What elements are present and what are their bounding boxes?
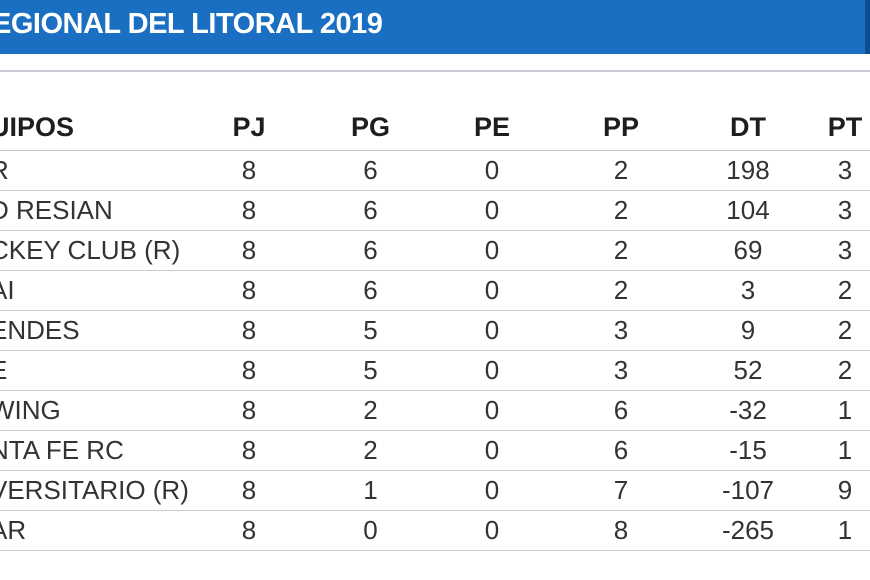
page-title: EGIONAL DEL LITORAL 2019	[0, 8, 383, 40]
points-cell: 1	[790, 430, 870, 471]
played-cell: 8	[205, 510, 293, 551]
lost-cell: 3	[536, 310, 706, 351]
played-cell: 8	[205, 350, 293, 391]
points-cell: 1	[790, 510, 870, 551]
point-difference-cell: -32	[706, 390, 790, 431]
played-cell: 8	[205, 390, 293, 431]
lost-cell: 2	[536, 230, 706, 271]
played-cell: 8	[205, 470, 293, 511]
table-row: D RESIAN 8 6 0 2 104 3	[0, 190, 870, 231]
point-difference-cell: -265	[706, 510, 790, 551]
header-pp: PP	[536, 104, 706, 151]
played-cell: 8	[205, 270, 293, 311]
table-row: E8503522	[0, 350, 870, 391]
team-name-cell: ENDES	[0, 310, 205, 351]
point-difference-cell: 52	[706, 350, 790, 391]
drawn-cell: 0	[448, 190, 536, 231]
points-cell: 2	[790, 310, 870, 351]
drawn-cell: 0	[448, 350, 536, 391]
divider	[0, 70, 870, 72]
title-banner: EGIONAL DEL LITORAL 2019	[0, 0, 870, 54]
played-cell: 8	[205, 230, 293, 271]
team-name-cell: D RESIAN	[0, 190, 205, 231]
table-row: VERSITARIO (R) 8 1 0 7 -107 9	[0, 470, 870, 511]
lost-cell: 6	[536, 390, 706, 431]
lost-cell: 6	[536, 430, 706, 471]
team-name-cell: AI	[0, 270, 205, 311]
lost-cell: 3	[536, 350, 706, 391]
drawn-cell: 0	[448, 150, 536, 191]
won-cell: 6	[293, 230, 448, 271]
header-pj: PJ	[205, 104, 293, 151]
header-pts: PT	[790, 104, 870, 151]
point-difference-cell: 198	[706, 150, 790, 191]
points-cell: 9	[790, 470, 870, 511]
points-cell: 3	[790, 150, 870, 191]
points-cell: 2	[790, 270, 870, 311]
lost-cell: 2	[536, 150, 706, 191]
points-cell: 3	[790, 230, 870, 271]
team-name-cell: R	[0, 150, 205, 191]
drawn-cell: 0	[448, 310, 536, 351]
won-cell: 5	[293, 310, 448, 351]
drawn-cell: 0	[448, 270, 536, 311]
team-name-cell: AR	[0, 510, 205, 551]
team-name-cell: VERSITARIO (R)	[0, 470, 205, 511]
team-name-cell: NTA FE RC	[0, 430, 205, 471]
points-cell: 1	[790, 390, 870, 431]
won-cell: 6	[293, 270, 448, 311]
point-difference-cell: 104	[706, 190, 790, 231]
played-cell: 8	[205, 310, 293, 351]
won-cell: 6	[293, 150, 448, 191]
won-cell: 5	[293, 350, 448, 391]
played-cell: 8	[205, 190, 293, 231]
won-cell: 6	[293, 190, 448, 231]
table-row: WING8206-321	[0, 390, 870, 431]
won-cell: 1	[293, 470, 448, 511]
played-cell: 8	[205, 150, 293, 191]
header-teams: UIPOS	[0, 104, 205, 151]
standings-table: UIPOS PJ PG PE PP DT PT R86021983D RESIA…	[0, 104, 870, 551]
won-cell: 0	[293, 510, 448, 551]
header-dt: DT	[706, 104, 790, 151]
drawn-cell: 0	[448, 430, 536, 471]
lost-cell: 2	[536, 190, 706, 231]
drawn-cell: 0	[448, 510, 536, 551]
point-difference-cell: 69	[706, 230, 790, 271]
table-row: ENDES850392	[0, 310, 870, 351]
point-difference-cell: 9	[706, 310, 790, 351]
header-pg: PG	[293, 104, 448, 151]
point-difference-cell: -107	[706, 470, 790, 511]
team-name-cell: CKEY CLUB (R)	[0, 230, 205, 271]
lost-cell: 7	[536, 470, 706, 511]
drawn-cell: 0	[448, 470, 536, 511]
table-header-row: UIPOS PJ PG PE PP DT PT	[0, 104, 870, 151]
team-name-cell: WING	[0, 390, 205, 431]
lost-cell: 2	[536, 270, 706, 311]
team-name-cell: E	[0, 350, 205, 391]
lost-cell: 8	[536, 510, 706, 551]
table-row: NTA FE RC 8 2 0 6 -15 1	[0, 430, 870, 471]
drawn-cell: 0	[448, 390, 536, 431]
won-cell: 2	[293, 430, 448, 471]
header-pe: PE	[448, 104, 536, 151]
played-cell: 8	[205, 430, 293, 471]
drawn-cell: 0	[448, 230, 536, 271]
points-cell: 3	[790, 190, 870, 231]
table-row: R86021983	[0, 150, 870, 191]
point-difference-cell: -15	[706, 430, 790, 471]
point-difference-cell: 3	[706, 270, 790, 311]
won-cell: 2	[293, 390, 448, 431]
table-row: AI860232	[0, 270, 870, 311]
table-row: CKEY CLUB (R) 8 6 0 2 69 3	[0, 230, 870, 271]
points-cell: 2	[790, 350, 870, 391]
